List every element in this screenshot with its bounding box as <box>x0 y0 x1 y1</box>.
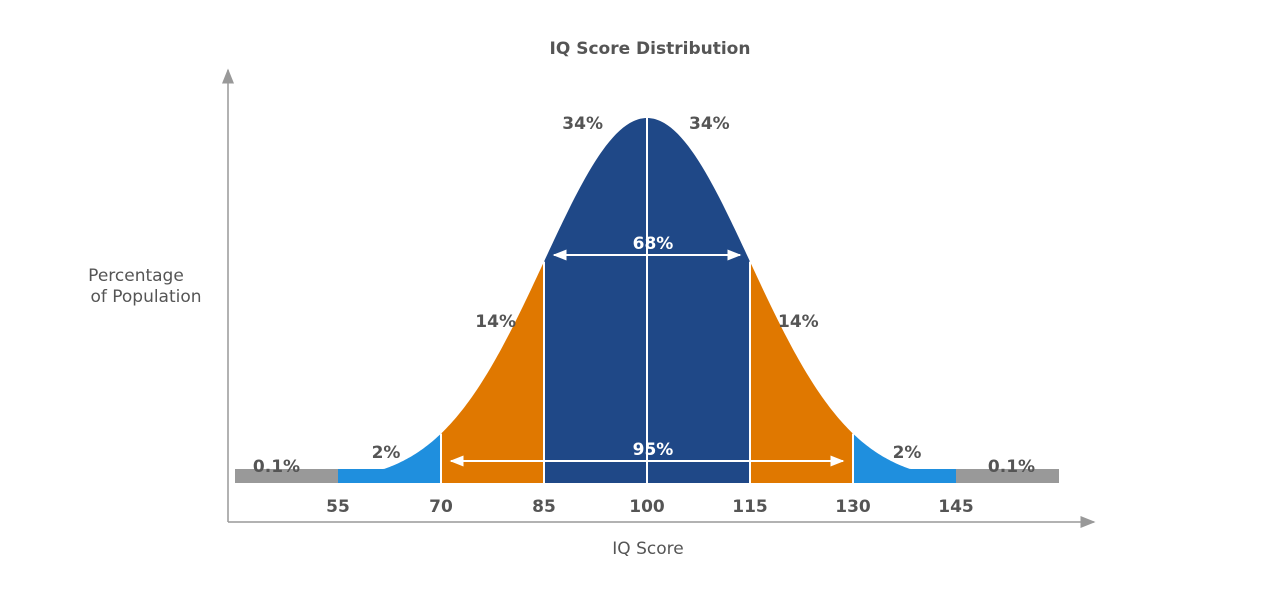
region-1 <box>338 433 441 483</box>
region-label-5: 14% <box>778 312 819 332</box>
x-tick-70: 70 <box>429 497 453 517</box>
region-3 <box>544 118 647 483</box>
y-axis-label-line-1: Percentage <box>88 266 184 286</box>
x-tick-115: 115 <box>732 497 768 517</box>
region-label-2: 14% <box>475 312 516 332</box>
region-label-3: 34% <box>562 114 603 134</box>
x-tick-130: 130 <box>835 497 871 517</box>
y-axis-label-line-2: of Population <box>90 287 201 307</box>
region-7 <box>956 469 1059 483</box>
region-label-0: 0.1% <box>253 457 300 477</box>
x-tick-85: 85 <box>532 497 556 517</box>
region-0 <box>235 469 338 483</box>
x-tick-100: 100 <box>629 497 665 517</box>
region-6 <box>853 433 956 483</box>
distribution-regions <box>235 118 1059 483</box>
region-label-4: 34% <box>689 114 730 134</box>
span-label-0: 68% <box>633 234 674 254</box>
region-percent-labels: 0.1% 2% 14% 34% 34% 14% 2% 0.1% <box>253 114 1035 477</box>
span-label-1: 95% <box>633 440 674 460</box>
region-dividers <box>440 118 854 483</box>
region-4 <box>647 118 750 483</box>
region-label-7: 0.1% <box>988 457 1035 477</box>
region-label-6: 2% <box>893 443 922 463</box>
x-axis-label: IQ Score <box>612 539 683 559</box>
region-5 <box>750 261 853 483</box>
span-arrows: 68% 95% <box>449 234 845 467</box>
x-tick-55: 55 <box>326 497 350 517</box>
region-label-1: 2% <box>372 443 401 463</box>
x-tick-labels: 55 70 85 100 115 130 145 <box>326 497 974 517</box>
region-2 <box>441 261 544 483</box>
x-tick-145: 145 <box>938 497 974 517</box>
chart-title: IQ Score Distribution <box>550 39 751 59</box>
